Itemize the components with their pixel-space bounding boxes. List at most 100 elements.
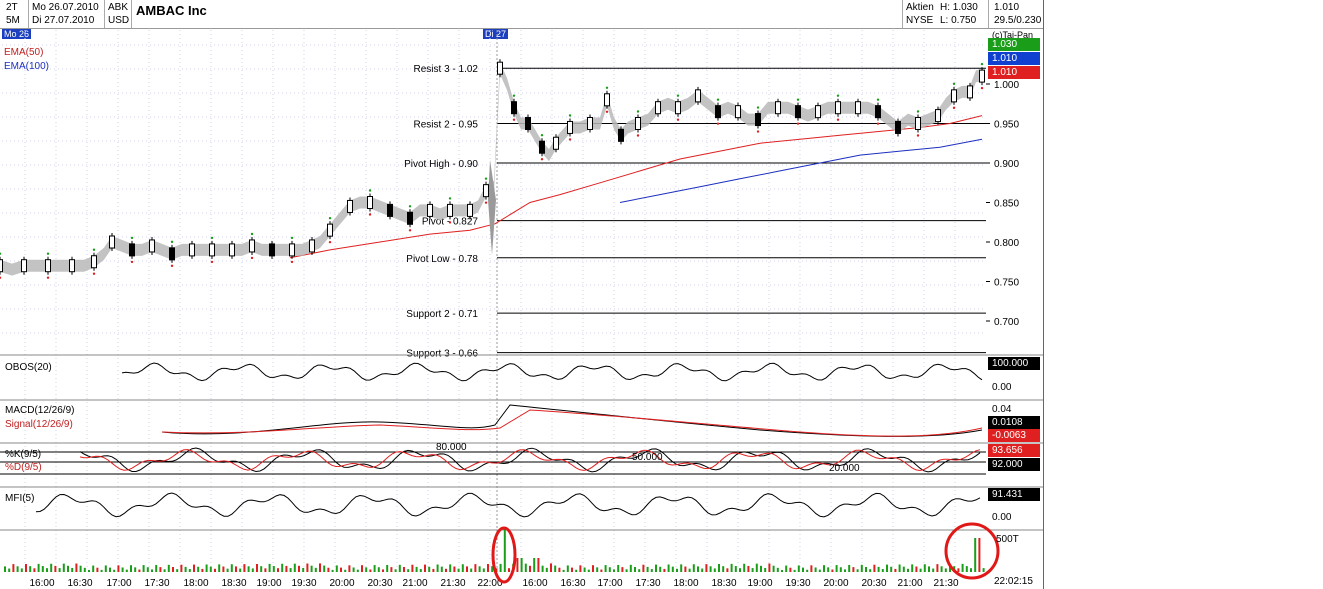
volume-bar (436, 564, 439, 572)
high-marker (605, 86, 609, 90)
volume-bar (579, 565, 582, 572)
volume-bar (663, 568, 666, 572)
low-marker (676, 118, 680, 121)
macd-line (161, 404, 983, 437)
volume-bar (818, 569, 821, 572)
volume-bar (802, 567, 804, 572)
x-tick-label-19: 19:00 (747, 578, 772, 589)
high-marker (796, 98, 800, 101)
symbol: ABK (108, 2, 129, 13)
volume-bar (583, 567, 586, 572)
volume-bar (776, 567, 779, 572)
volume-bar (130, 565, 132, 572)
candle (755, 113, 761, 127)
d-value-tag: 92.000 (988, 458, 1040, 471)
volume-bar (281, 563, 284, 572)
volume-bar (831, 569, 834, 572)
volume-bar (138, 569, 141, 572)
volume-bar (508, 568, 510, 572)
x-tick-label-13: 16:00 (522, 578, 547, 589)
low-marker (716, 122, 720, 125)
volume-bar (671, 566, 674, 572)
high-marker (210, 236, 214, 240)
volume-bar (256, 564, 258, 572)
x-tick-label-11: 21:30 (440, 578, 465, 589)
volume-bar (541, 565, 544, 572)
volume-bar (617, 564, 620, 572)
high-marker (952, 82, 956, 86)
volume-bar (188, 569, 191, 572)
volume-bar (709, 566, 712, 572)
volume-bar (382, 569, 384, 572)
y-tick-label-2: 0.900 (994, 159, 1019, 170)
volume-bar (230, 564, 233, 572)
volume-bar (806, 569, 809, 572)
high-marker (876, 98, 880, 101)
x-tick-label-7: 19:30 (291, 578, 316, 589)
candle (618, 128, 624, 142)
candle (45, 259, 51, 273)
volume-bar (205, 564, 208, 572)
candle (895, 120, 901, 134)
interval-bottom[interactable]: 5M (6, 15, 20, 26)
volume-bar (264, 568, 267, 572)
x-tick-label-4: 18:00 (183, 578, 208, 589)
x-tick-label-20: 19:30 (785, 578, 810, 589)
date-to[interactable]: Di 27.07.2010 (32, 15, 95, 26)
volume-bar (293, 563, 296, 572)
volume-bar (25, 564, 27, 572)
high-marker (408, 205, 412, 208)
candle (169, 247, 175, 261)
volume-bar (881, 569, 884, 572)
volume-bar (923, 564, 926, 572)
high-marker (636, 110, 640, 113)
candle (129, 243, 135, 257)
day-tag-mon: Mo 26 (2, 29, 32, 39)
level-label-1: Resist 2 - 0.95 (414, 120, 479, 131)
volume-bar (4, 566, 6, 572)
chart-frame (1043, 0, 1044, 589)
candle (149, 239, 155, 253)
x-tick-label-16: 17:30 (635, 578, 660, 589)
high-marker (0, 252, 2, 255)
volume-bar (411, 564, 414, 572)
volume-bar (218, 564, 221, 572)
volume-bar (499, 563, 502, 572)
low-marker (836, 118, 840, 121)
volume-bar (915, 566, 918, 572)
volume-bar (415, 566, 418, 572)
interval-top[interactable]: 2T (6, 2, 18, 13)
x-axis-ticks: 16:00 16:30 17:00 17:30 18:00 18:30 19:00 19:30… (29, 578, 958, 589)
volume-bar (701, 568, 704, 572)
candles (0, 59, 985, 279)
volume-bar (37, 563, 40, 572)
stoch-20-label: 20.000 (829, 463, 860, 474)
volume-bar (302, 567, 305, 572)
signal-value-tag: -0.0063 (988, 429, 1040, 442)
volume-bar (163, 569, 166, 572)
date-from[interactable]: Mo 26.07.2010 (32, 2, 99, 13)
volume-bar (226, 568, 229, 572)
volume-bar (697, 566, 699, 572)
volume-bar (12, 564, 15, 572)
low-marker (210, 260, 214, 264)
volume-bar (646, 566, 649, 572)
volume-bar (747, 565, 750, 572)
volume-bar (571, 567, 573, 572)
candle (635, 117, 641, 130)
volume-bar (331, 569, 334, 572)
x-tick-label-2: 17:00 (106, 578, 131, 589)
level-label-2: Pivot High - 0.90 (404, 159, 478, 170)
volume-bar (172, 567, 174, 572)
volume-bar (272, 566, 275, 572)
volume-bar (394, 569, 397, 572)
low-value: L: 0.750 (940, 15, 977, 26)
x-tick-label-12: 22:00 (477, 578, 502, 589)
x-tick-label-5: 18:30 (221, 578, 246, 589)
low-marker (980, 86, 984, 90)
volume-bar (142, 565, 145, 572)
volume-bar (285, 565, 288, 572)
volume-bar (407, 569, 410, 572)
volume-bar (445, 568, 447, 572)
